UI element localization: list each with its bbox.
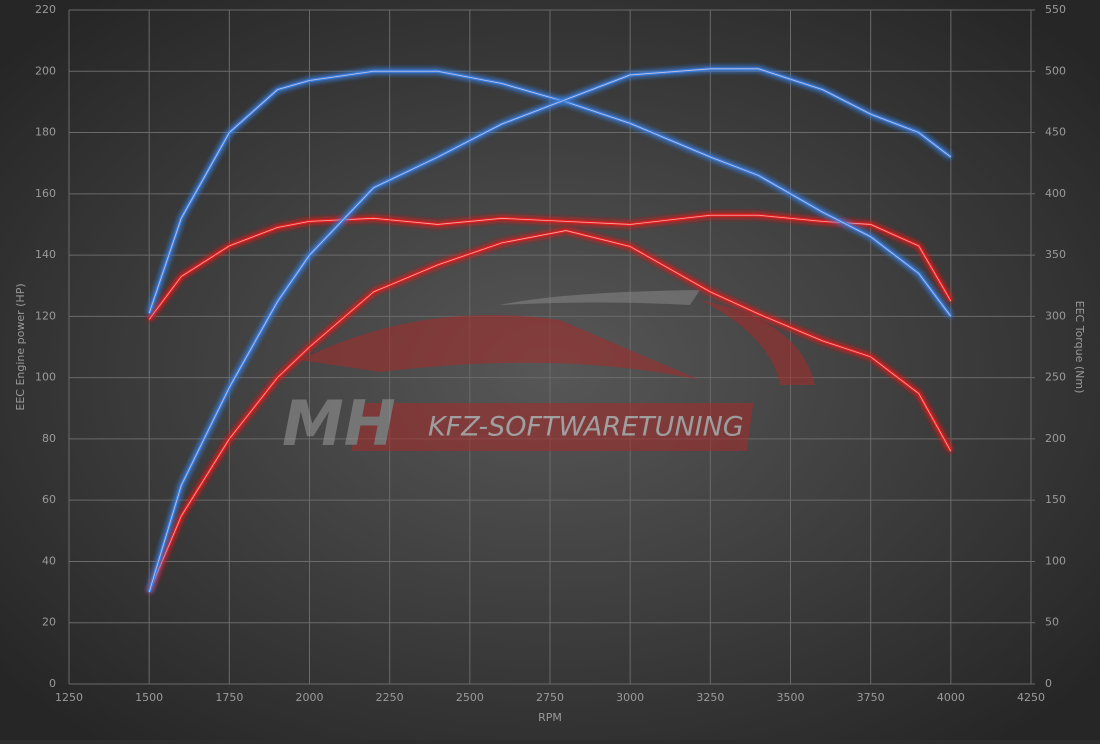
logo-car: [300, 315, 700, 380]
x-tick-label: 3500: [777, 691, 805, 704]
y2-tick-label: 450: [1045, 126, 1066, 139]
y2-tick-label: 400: [1045, 187, 1066, 200]
y2-tick-label: 150: [1045, 493, 1066, 506]
series-core: [148, 70, 952, 317]
x-tick-label: 4000: [937, 691, 965, 704]
y-tick-label: 0: [49, 677, 56, 690]
x-tick-label: 1250: [55, 691, 83, 704]
y2-tick-label: 50: [1045, 616, 1059, 629]
series-core: [148, 68, 952, 593]
x-tick-label: 1500: [135, 691, 163, 704]
y-tick-label: 20: [42, 616, 56, 629]
y-tick-label: 140: [35, 248, 56, 261]
y-tick-label: 120: [35, 309, 56, 322]
x-tick-label: 3750: [857, 691, 885, 704]
x-tick-label: 2250: [376, 691, 404, 704]
y2-tick-label: 100: [1045, 554, 1066, 567]
x-tick-label: 4250: [1017, 691, 1045, 704]
x-tick-label: 1750: [215, 691, 243, 704]
y-axis-label: EEC Engine power (HP): [14, 283, 27, 410]
y-tick-label: 40: [42, 554, 56, 567]
y2-axis-label: EEC Torque (Nm): [1073, 301, 1086, 394]
grid: [68, 9, 1035, 685]
y2-tick-label: 300: [1045, 309, 1066, 322]
logo-rear: [700, 300, 815, 385]
y2-tick-label: 350: [1045, 248, 1066, 261]
watermark-logo: MH: [282, 387, 396, 460]
x-tick-label: 3250: [696, 691, 724, 704]
logo-roof: [500, 290, 700, 305]
watermark-text: KFZ-SOFTWARETUNING: [428, 412, 744, 443]
y2-tick-label: 250: [1045, 371, 1066, 384]
x-tick-label: 3000: [616, 691, 644, 704]
y-tick-label: 160: [35, 187, 56, 200]
y-tick-label: 220: [35, 3, 56, 16]
y-tick-label: 180: [35, 126, 56, 139]
y-tick-label: 80: [42, 432, 56, 445]
x-tick-label: 2500: [456, 691, 484, 704]
y2-tick-label: 500: [1045, 64, 1066, 77]
y2-tick-label: 550: [1045, 3, 1066, 16]
x-tick-label: 2000: [296, 691, 324, 704]
y2-tick-label: 0: [1045, 677, 1052, 690]
y2-tick-label: 200: [1045, 432, 1066, 445]
y-tick-label: 60: [42, 493, 56, 506]
y-tick-label: 200: [35, 64, 56, 77]
x-tick-label: 2750: [536, 691, 564, 704]
x-axis-label: RPM: [538, 711, 562, 724]
watermark: MH KFZ-SOFTWARETUNING: [282, 290, 815, 460]
series-core: [148, 230, 952, 593]
y-tick-label: 100: [35, 371, 56, 384]
logo-banner: [351, 403, 754, 451]
